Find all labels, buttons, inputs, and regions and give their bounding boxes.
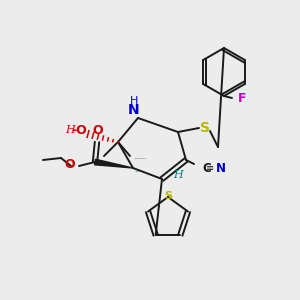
Text: ···: ··· [135,169,141,175]
Text: S: S [164,191,172,201]
Text: ≡: ≡ [206,163,214,173]
Text: N: N [128,103,140,117]
Text: S: S [200,121,210,135]
Text: H: H [130,96,138,106]
Text: N: N [216,161,226,175]
Text: methyl implied: methyl implied [135,158,146,159]
Text: -O: -O [71,124,87,136]
Text: C: C [202,161,211,175]
Text: H: H [173,170,183,180]
Text: F: F [238,92,247,104]
Text: O: O [93,124,103,137]
Polygon shape [94,159,133,168]
Text: O: O [64,158,75,172]
Text: H: H [65,125,75,135]
